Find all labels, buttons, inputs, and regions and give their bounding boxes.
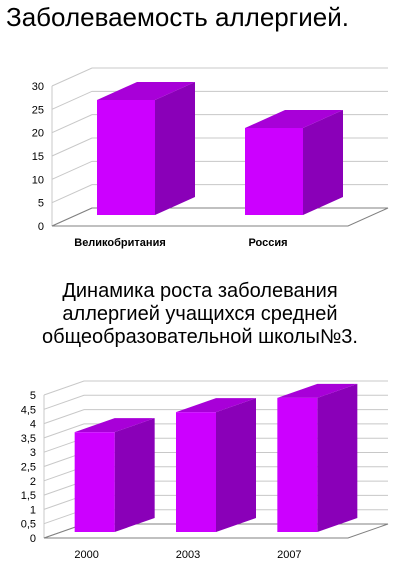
bar-top <box>97 82 195 100</box>
y-tick-label: 1,5 <box>21 490 36 502</box>
gridline <box>51 67 388 87</box>
y-tick-label: 3 <box>30 447 36 459</box>
chart2-title: Динамика роста заболевания аллергией уча… <box>42 280 358 348</box>
x-tick-label: Россия <box>248 237 287 249</box>
floor <box>51 207 389 227</box>
y-tick-label: 15 <box>32 151 44 163</box>
y-tick-label: 2 <box>30 476 36 488</box>
y-tick-label: 10 <box>32 174 44 186</box>
y-tick-label: 5 <box>30 390 36 402</box>
bar-top <box>74 418 155 433</box>
bar-side <box>317 383 358 532</box>
y-tick-label: 2,5 <box>21 462 36 474</box>
y-tick-label: 30 <box>32 81 44 93</box>
bar <box>277 397 318 532</box>
x-tick-label: 2000 <box>74 549 98 561</box>
bar <box>74 432 115 532</box>
bar-side <box>216 398 256 532</box>
y-tick-label: 25 <box>32 104 44 116</box>
bar-side <box>155 82 195 215</box>
y-tick-label: 20 <box>32 128 44 140</box>
allergy-growth-by-year-chart: 0 0,5 1 1,5 2 2,5 3 3,5 4 4,5 5 2000 2003 2007 <box>21 380 389 561</box>
x-tick-label: Великобритания <box>74 237 166 249</box>
y-tick-label: 4 <box>30 419 36 431</box>
y-tick-label: 0 <box>38 221 44 233</box>
y-tick-label: 0 <box>30 533 36 545</box>
gridline <box>43 380 388 396</box>
bar <box>245 128 303 215</box>
bar-top <box>245 110 343 128</box>
y-tick-label: 0,5 <box>21 519 36 531</box>
y-tick-label: 4,5 <box>21 404 36 416</box>
y-tick-label: 3,5 <box>21 433 36 445</box>
floor <box>43 523 389 539</box>
bar <box>176 412 216 532</box>
y-tick-label: 5 <box>38 198 44 210</box>
chart1-title: Заболеваемость аллергией. <box>6 2 349 32</box>
y-tick-label: 1 <box>30 504 36 516</box>
bar-top <box>277 383 358 398</box>
bar-side <box>303 110 343 215</box>
allergy-rate-by-country-chart: 0 5 10 15 20 25 30 Великобритания Россия <box>32 67 389 249</box>
bar-side <box>114 418 155 532</box>
bar <box>97 100 155 215</box>
gridline <box>51 90 388 110</box>
bar-top <box>176 398 256 413</box>
x-tick-label: 2003 <box>176 549 200 561</box>
x-tick-label: 2007 <box>277 549 301 561</box>
